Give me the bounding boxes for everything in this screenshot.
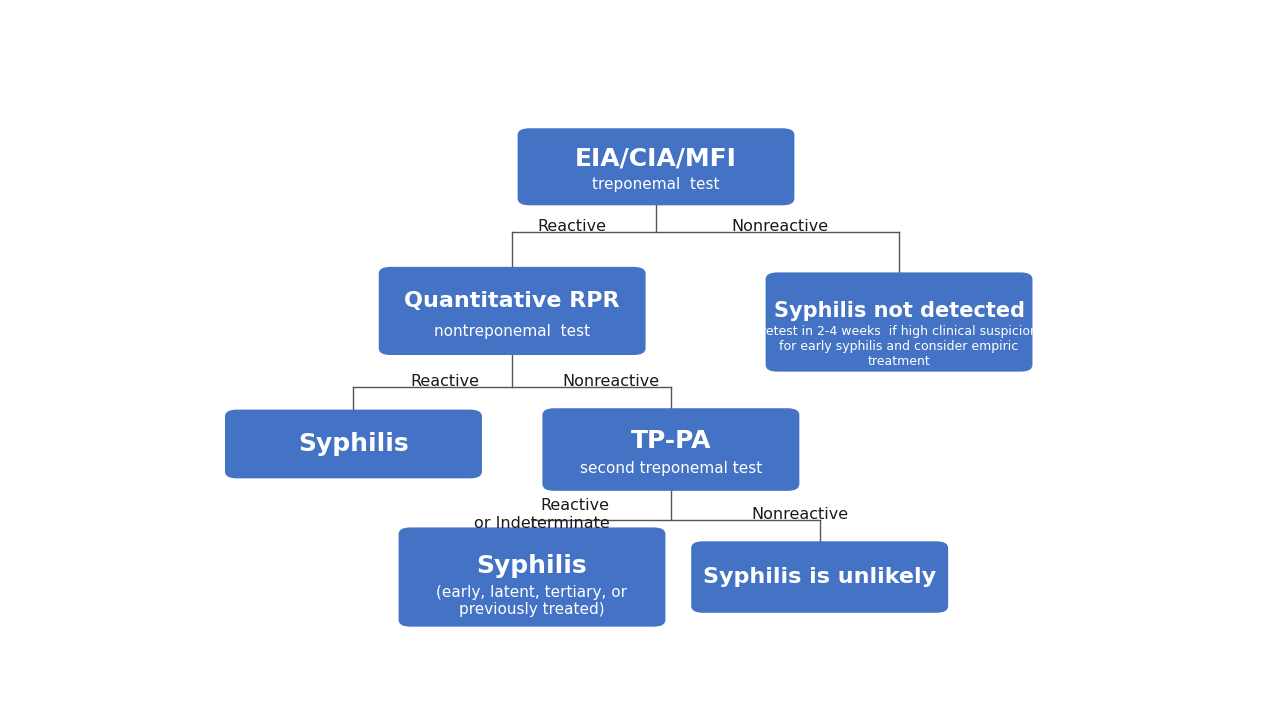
Text: nontreponemal  test: nontreponemal test <box>434 325 590 339</box>
FancyBboxPatch shape <box>765 272 1033 372</box>
Text: EIA/CIA/MFI: EIA/CIA/MFI <box>575 146 737 171</box>
Text: Quantitative RPR: Quantitative RPR <box>404 291 620 311</box>
Text: treponemal  test: treponemal test <box>593 177 719 192</box>
Text: Syphilis: Syphilis <box>298 432 408 456</box>
Text: Nonreactive: Nonreactive <box>563 374 660 389</box>
Text: Reactive: Reactive <box>410 374 479 389</box>
FancyBboxPatch shape <box>398 528 666 626</box>
Text: Syphilis not detected: Syphilis not detected <box>773 301 1024 321</box>
FancyBboxPatch shape <box>691 541 948 613</box>
FancyBboxPatch shape <box>379 267 645 355</box>
Text: second treponemal test: second treponemal test <box>580 462 762 477</box>
Text: Syphilis is unlikely: Syphilis is unlikely <box>703 567 936 587</box>
FancyBboxPatch shape <box>543 408 799 491</box>
Text: Syphilis: Syphilis <box>476 554 588 578</box>
Text: Nonreactive: Nonreactive <box>731 219 828 233</box>
Text: Nonreactive: Nonreactive <box>751 507 849 522</box>
Text: retest in 2-4 weeks  if high clinical suspicion
for early syphilis and consider : retest in 2-4 weeks if high clinical sus… <box>760 325 1038 368</box>
FancyBboxPatch shape <box>517 128 795 205</box>
FancyBboxPatch shape <box>225 410 481 478</box>
Text: (early, latent, tertiary, or
previously treated): (early, latent, tertiary, or previously … <box>436 585 627 617</box>
Text: Reactive: Reactive <box>538 219 607 233</box>
Text: TP-PA: TP-PA <box>631 428 712 453</box>
Text: Reactive
or Indeterminate: Reactive or Indeterminate <box>474 498 609 531</box>
